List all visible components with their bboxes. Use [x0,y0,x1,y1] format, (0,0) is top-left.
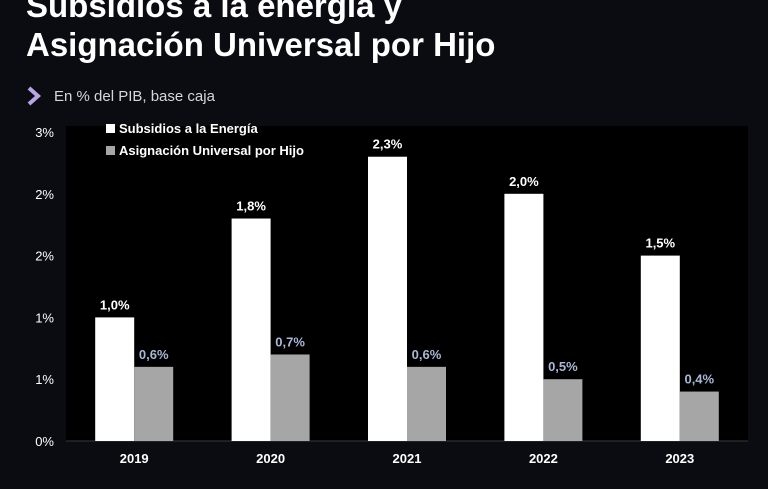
bar-energia-2019 [95,317,135,441]
y-tick-label: 0% [35,434,54,449]
legend-swatch [106,124,115,133]
y-tick-label: 2% [35,249,54,264]
legend-swatch [106,146,115,155]
x-category-label: 2022 [529,451,558,466]
data-label-auh-2021: 0,6% [412,347,442,362]
legend: Subsidios a la Energía Asignación Univers… [106,121,304,158]
bar-auh-2020 [270,354,310,441]
data-label-auh-2020: 0,7% [275,334,305,349]
subtitle-row: En % del PIB, base caja [26,86,215,106]
bar-energia-2020 [231,218,271,441]
bar-auh-2022 [543,379,583,441]
legend-entry: Subsidios a la Energía [119,121,258,136]
chart-title-line-1: Subsidios a la energía y [26,0,402,24]
y-tick-label: 2% [35,187,54,202]
y-axis: 0% 1% 1% 2% 2% 3% [35,125,54,449]
data-label-auh-2022: 0,5% [548,359,578,374]
bar-energia-2022 [504,193,544,441]
bars-group [95,156,719,441]
chart-subtitle: En % del PIB, base caja [54,87,215,105]
bar-auh-2019 [134,366,174,441]
chevron-right-icon [27,86,42,106]
data-label-energia-2023: 1,5% [645,236,675,251]
chart-title-line-2: Asignación Universal por Hijo [26,26,496,63]
chart-title: Subsidios a la energía y Asignación Univ… [26,0,495,64]
data-label-auh-2023: 0,4% [684,372,714,387]
bar-energia-2021 [368,156,407,441]
data-label-energia-2022: 2,0% [509,174,539,189]
data-label-energia-2021: 2,3% [373,137,403,152]
data-label-auh-2019: 0,6% [139,347,169,362]
x-category-label: 2019 [120,451,149,466]
y-tick-label: 1% [35,372,54,387]
bar-auh-2021 [407,366,446,441]
y-tick-label: 3% [35,125,54,140]
bar-energia-2023 [640,255,680,441]
data-label-energia-2020: 1,8% [236,199,266,214]
x-axis: 2019 2020 2021 2022 2023 [66,440,748,466]
legend-entry: Asignación Universal por Hijo [119,143,304,158]
x-category-label: 2020 [256,451,285,466]
x-category-label: 2023 [665,451,694,466]
data-label-energia-2019: 1,0% [100,297,130,312]
y-tick-label: 1% [35,310,54,325]
x-category-label: 2021 [393,451,422,466]
data-labels-group: 1,0% 0,6% 1,8% 0,7% 2,3% 0,6% 2,0% 0,5% 1,5% 0,4% [100,137,715,387]
bar-auh-2023 [679,391,719,441]
